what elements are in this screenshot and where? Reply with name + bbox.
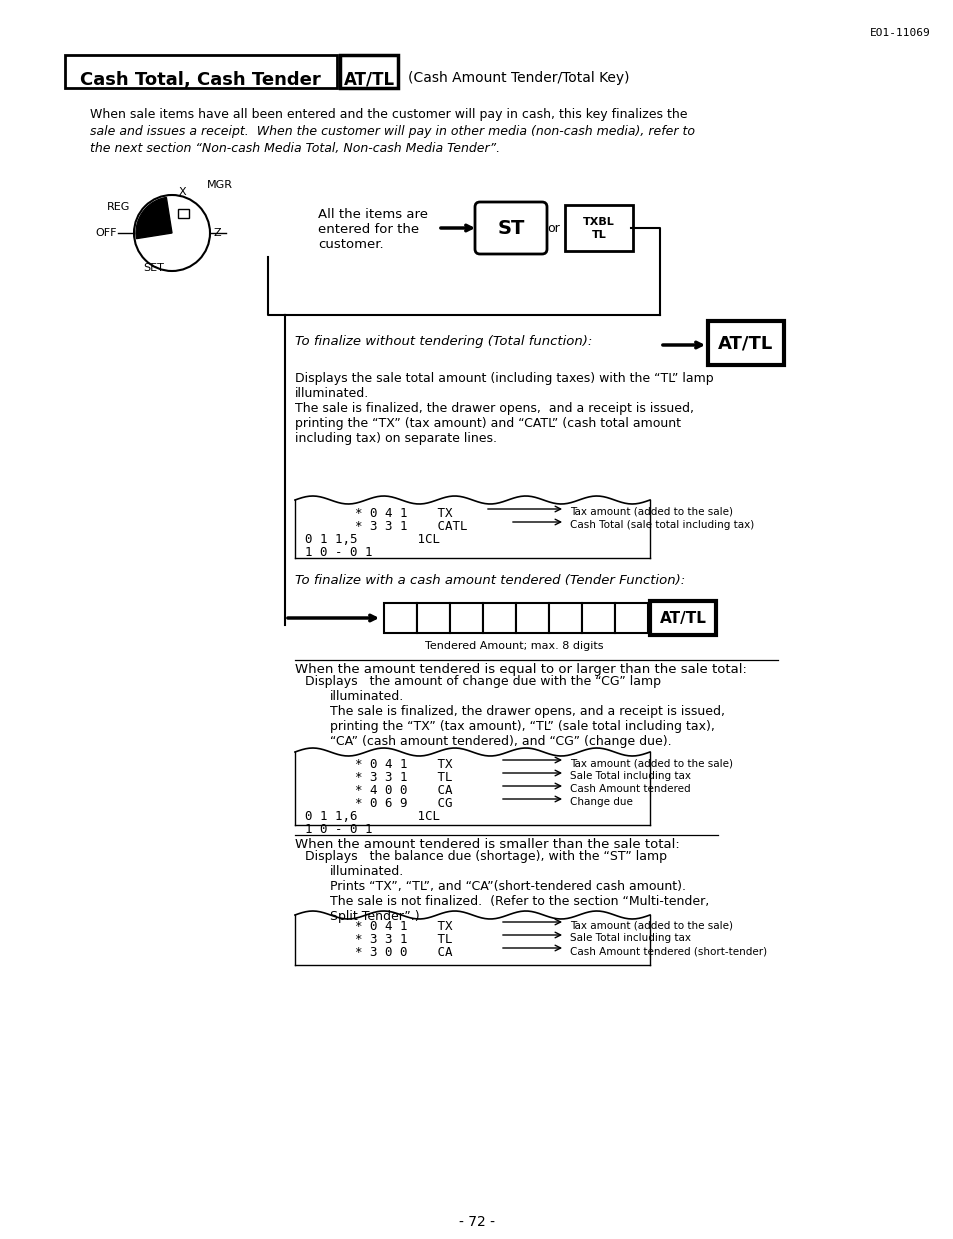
Text: TL: TL [591,230,606,240]
Text: * 4 0 0    CA: * 4 0 0 CA [355,784,452,797]
FancyBboxPatch shape [339,55,397,88]
Text: Tax amount (added to the sale): Tax amount (added to the sale) [569,921,732,930]
Text: AT/TL: AT/TL [343,71,395,89]
Text: Z: Z [213,228,221,238]
Circle shape [133,195,210,271]
Text: Displays the sale total amount (including taxes) with the “TL” lamp: Displays the sale total amount (includin… [294,372,713,385]
Text: AT/TL: AT/TL [718,335,773,352]
Text: MGR: MGR [207,180,233,190]
Text: sale and issues a receipt.  When the customer will pay in other media (non-cash : sale and issues a receipt. When the cust… [90,125,695,138]
Text: AT/TL: AT/TL [659,611,706,626]
Text: EO1-11069: EO1-11069 [869,28,930,38]
FancyBboxPatch shape [416,603,450,633]
Text: or: or [547,222,559,234]
Text: Change due: Change due [569,797,632,807]
Text: REG: REG [107,202,130,212]
FancyBboxPatch shape [548,603,581,633]
Text: 0 1 1,6        1CL: 0 1 1,6 1CL [305,810,439,823]
Text: “CA” (cash amount tendered), and “CG” (change due).: “CA” (cash amount tendered), and “CG” (c… [330,735,671,748]
Text: Cash Amount tendered: Cash Amount tendered [569,784,690,794]
Text: printing the “TX” (tax amount) and “CATL” (cash total amount: printing the “TX” (tax amount) and “CATL… [294,418,680,430]
Text: Displays   the amount of change due with the “CG” lamp: Displays the amount of change due with t… [305,675,660,688]
Text: Displays   the balance due (shortage), with the “ST” lamp: Displays the balance due (shortage), wit… [305,850,666,864]
Text: The sale is finalized, the drawer opens, and a receipt is issued,: The sale is finalized, the drawer opens,… [330,705,724,717]
Text: When sale items have all been entered and the customer will pay in cash, this ke: When sale items have all been entered an… [90,108,687,121]
Text: When the amount tendered is smaller than the sale total:: When the amount tendered is smaller than… [294,838,679,851]
FancyBboxPatch shape [516,603,548,633]
Text: the next section “Non-cash Media Total, Non-cash Media Tender”.: the next section “Non-cash Media Total, … [90,142,499,155]
Text: * 3 3 1    TL: * 3 3 1 TL [355,933,452,947]
Text: Cash Total (sale total including tax): Cash Total (sale total including tax) [569,520,754,530]
Text: OFF: OFF [95,228,117,238]
Text: TXBL: TXBL [582,217,615,227]
FancyBboxPatch shape [450,603,482,633]
Text: illuminated.: illuminated. [330,865,404,878]
Text: Tax amount (added to the sale): Tax amount (added to the sale) [569,507,732,517]
FancyBboxPatch shape [475,202,546,254]
FancyBboxPatch shape [649,601,716,636]
Text: * 0 4 1    TX: * 0 4 1 TX [355,758,452,771]
Text: Tax amount (added to the sale): Tax amount (added to the sale) [569,758,732,768]
FancyBboxPatch shape [482,603,516,633]
Text: X: X [178,187,186,197]
Text: including tax) on separate lines.: including tax) on separate lines. [294,432,497,445]
Text: * 0 4 1    TX: * 0 4 1 TX [355,921,452,933]
Text: The sale is finalized, the drawer opens,  and a receipt is issued,: The sale is finalized, the drawer opens,… [294,401,693,415]
Text: To finalize with a cash amount tendered (Tender Function):: To finalize with a cash amount tendered … [294,574,684,587]
Text: Cash Amount tendered (short-tender): Cash Amount tendered (short-tender) [569,947,766,957]
Text: 1 0 - 0 1: 1 0 - 0 1 [305,823,372,836]
Polygon shape [136,197,172,239]
Text: * 3 0 0    CA: * 3 0 0 CA [355,947,452,959]
Text: - 72 -: - 72 - [458,1215,495,1229]
Text: Sale Total including tax: Sale Total including tax [569,933,690,943]
Text: illuminated.: illuminated. [294,387,369,400]
Text: SET: SET [143,263,164,273]
FancyBboxPatch shape [65,55,336,88]
Text: printing the “TX” (tax amount), “TL” (sale total including tax),: printing the “TX” (tax amount), “TL” (sa… [330,720,714,733]
FancyBboxPatch shape [178,209,189,218]
Text: * 3 3 1    TL: * 3 3 1 TL [355,771,452,784]
Text: 1 0 - 0 1: 1 0 - 0 1 [305,546,372,559]
Text: Cash Total, Cash Tender: Cash Total, Cash Tender [79,71,320,89]
FancyBboxPatch shape [707,321,783,366]
Text: illuminated.: illuminated. [330,690,404,703]
Text: The sale is not finalized.  (Refer to the section “Multi-tender,: The sale is not finalized. (Refer to the… [330,895,708,908]
Text: Sale Total including tax: Sale Total including tax [569,771,690,781]
Text: Split Tender”.): Split Tender”.) [330,909,419,923]
Text: Prints “TX”, “TL”, and “CA”(short-tendered cash amount).: Prints “TX”, “TL”, and “CA”(short-tender… [330,880,685,893]
Text: (Cash Amount Tender/Total Key): (Cash Amount Tender/Total Key) [408,71,629,85]
Text: All the items are
entered for the
customer.: All the items are entered for the custom… [317,208,428,252]
Text: * 0 4 1    TX: * 0 4 1 TX [355,507,452,520]
FancyBboxPatch shape [615,603,647,633]
Text: 0 1 1,5        1CL: 0 1 1,5 1CL [305,533,439,546]
Text: ST: ST [497,218,524,238]
FancyBboxPatch shape [384,603,416,633]
FancyBboxPatch shape [564,204,633,252]
Text: * 0 6 9    CG: * 0 6 9 CG [355,797,452,810]
FancyBboxPatch shape [581,603,615,633]
Text: When the amount tendered is equal to or larger than the sale total:: When the amount tendered is equal to or … [294,663,746,676]
Text: * 3 3 1    CATL: * 3 3 1 CATL [355,520,467,533]
Text: Tendered Amount; max. 8 digits: Tendered Amount; max. 8 digits [424,641,602,650]
Text: To finalize without tendering (Total function):: To finalize without tendering (Total fun… [294,335,592,348]
